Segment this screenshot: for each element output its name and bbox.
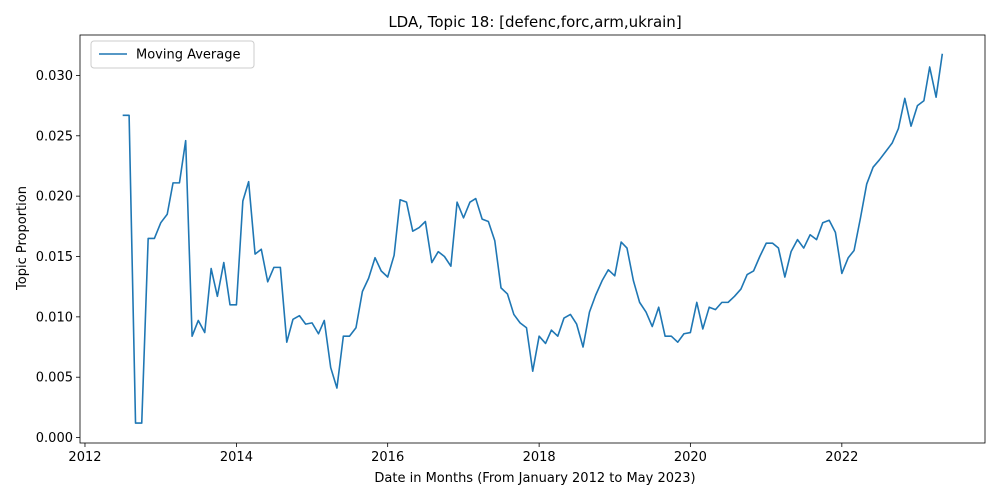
x-tick-label: 2012 bbox=[68, 450, 101, 465]
chart-title: LDA, Topic 18: [defenc,forc,arm,ukrain] bbox=[388, 13, 681, 31]
y-tick-label: 0.015 bbox=[36, 250, 73, 265]
x-tick-label: 2020 bbox=[674, 450, 707, 465]
x-tick-label: 2016 bbox=[371, 450, 404, 465]
legend-box bbox=[90, 40, 255, 69]
y-tick-label: 0.005 bbox=[36, 371, 73, 386]
series-line-moving-average bbox=[122, 53, 944, 424]
x-axis-label: Date in Months (From January 2012 to May… bbox=[374, 471, 695, 486]
y-tick-label: 0.030 bbox=[36, 69, 73, 84]
x-tick-label: 2022 bbox=[825, 450, 858, 465]
legend-label: Moving Average bbox=[136, 48, 240, 63]
legend: Moving Average bbox=[90, 40, 255, 69]
y-tick-label: 0.025 bbox=[36, 129, 73, 144]
y-tick-label: 0.010 bbox=[36, 310, 73, 325]
y-tick-label: 0.020 bbox=[36, 190, 73, 205]
y-axis-label: Topic Proportion bbox=[15, 186, 30, 291]
x-tick-label: 2018 bbox=[523, 450, 556, 465]
plot-area: 2012 2014 2016 2018 2020 2022 0.000 0.005 0.010 0… bbox=[36, 34, 986, 465]
axes-frame bbox=[79, 34, 986, 444]
x-tick-label: 2014 bbox=[220, 450, 253, 465]
y-tick-label: 0.000 bbox=[36, 431, 73, 446]
